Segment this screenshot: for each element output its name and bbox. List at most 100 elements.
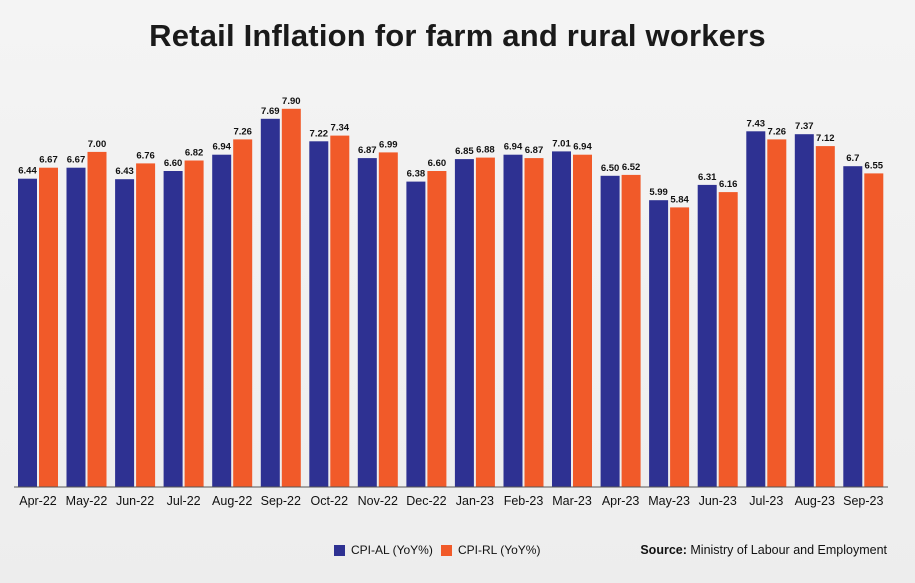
bar-cpi-al-may-23 bbox=[649, 200, 669, 487]
bar-chart: 6.446.67 6.677.006.436.766.606.826.947.26… bbox=[14, 96, 888, 508]
x-tick-label-feb-23: Feb-23 bbox=[504, 494, 544, 508]
bar-cpi-al-jul-23 bbox=[746, 131, 766, 488]
bar-cpi-al-may-22 bbox=[66, 167, 86, 487]
bar-cpi-rl-may-22 bbox=[87, 151, 107, 487]
value-label-cpi-rl-dec-22: 6.60 bbox=[428, 158, 447, 169]
bar-cpi-al-jan-23 bbox=[454, 159, 474, 487]
value-label-cpi-rl-feb-23: 6.87 bbox=[525, 145, 544, 156]
value-label-cpi-rl-sep-22: 7.90 bbox=[282, 96, 301, 107]
value-label-cpi-al-may-23: 5.99 bbox=[649, 187, 668, 198]
bar-cpi-al-feb-23 bbox=[503, 154, 523, 487]
chart-title: Retail Inflation for farm and rural work… bbox=[149, 18, 766, 53]
bar-cpi-rl-apr-23 bbox=[621, 174, 641, 487]
x-tick-label-oct-22: Oct-22 bbox=[311, 494, 349, 508]
x-tick-label-aug-23: Aug-23 bbox=[795, 494, 835, 508]
value-label-cpi-al-apr-23: 6.50 bbox=[601, 163, 620, 174]
value-label-cpi-al-sep-23: 6.7 bbox=[846, 153, 859, 164]
bar-cpi-al-sep-22 bbox=[260, 118, 280, 488]
value-label-cpi-rl-aug-22: 7.26 bbox=[233, 126, 252, 137]
bar-cpi-rl-jul-22 bbox=[184, 160, 204, 487]
bar-cpi-al-jul-22 bbox=[163, 171, 183, 487]
value-label-cpi-rl-apr-23: 6.52 bbox=[622, 162, 641, 173]
x-tick-label-dec-22: Dec-22 bbox=[406, 494, 446, 508]
bar-cpi-al-oct-22 bbox=[309, 141, 329, 488]
value-label-cpi-rl-mar-23: 6.94 bbox=[573, 142, 592, 153]
bar-cpi-al-dec-22 bbox=[406, 181, 426, 487]
x-tick-label-mar-23: Mar-23 bbox=[552, 494, 592, 508]
legend-swatch-cpi-al bbox=[334, 544, 345, 556]
value-label-cpi-al-jul-22: 6.60 bbox=[164, 158, 183, 169]
bar-cpi-rl-jan-23 bbox=[475, 157, 495, 487]
x-tick-label-jun-23: Jun-23 bbox=[699, 494, 737, 508]
bar-cpi-rl-dec-22 bbox=[427, 171, 447, 487]
value-label-cpi-rl-jun-22: 6.76 bbox=[136, 150, 155, 161]
bar-cpi-al-sep-23 bbox=[843, 166, 863, 487]
bar-cpi-al-mar-23 bbox=[552, 151, 571, 487]
value-label-cpi-rl-jul-23: 7.26 bbox=[768, 126, 787, 137]
bar-cpi-al-nov-22 bbox=[357, 158, 377, 487]
value-label-cpi-rl-jan-23: 6.88 bbox=[476, 145, 495, 156]
bar-cpi-al-apr-22 bbox=[18, 178, 37, 487]
value-label-cpi-rl-apr-22: 6.67 bbox=[39, 155, 58, 166]
value-label-cpi-al-apr-22: 6.44 bbox=[18, 166, 37, 177]
value-label-cpi-rl-nov-22: 6.99 bbox=[379, 139, 398, 150]
value-label-cpi-al-may-22: 6.67 bbox=[67, 155, 86, 166]
value-label-cpi-rl-sep-23: 6.55 bbox=[865, 160, 884, 171]
bar-cpi-rl-oct-22 bbox=[330, 135, 350, 487]
legend-swatch-cpi-rl bbox=[441, 544, 452, 556]
legend-label-cpi-al: CPI-AL (YoY%) bbox=[351, 543, 433, 557]
bar-cpi-rl-jul-23 bbox=[767, 139, 787, 487]
bar-cpi-al-aug-23 bbox=[794, 134, 814, 487]
value-label-cpi-rl-jun-23: 6.16 bbox=[719, 179, 738, 190]
x-tick-label-apr-23: Apr-23 bbox=[602, 494, 640, 508]
value-label-cpi-al-oct-22: 7.22 bbox=[310, 128, 329, 139]
x-tick-label-nov-22: Nov-22 bbox=[358, 494, 398, 508]
x-tick-label-jul-23: Jul-23 bbox=[749, 494, 783, 508]
x-tick-label-jul-22: Jul-22 bbox=[167, 494, 201, 508]
value-label-cpi-al-nov-22: 6.87 bbox=[358, 145, 377, 156]
bar-cpi-rl-mar-23 bbox=[573, 154, 592, 487]
bar-cpi-rl-apr-22 bbox=[39, 167, 58, 487]
x-tick-label-aug-22: Aug-22 bbox=[212, 494, 252, 508]
source-label: Source: bbox=[640, 543, 687, 557]
value-label-cpi-al-jun-23: 6.31 bbox=[698, 172, 717, 183]
value-label-cpi-rl-aug-23: 7.12 bbox=[816, 133, 835, 144]
bar-cpi-rl-may-23 bbox=[670, 207, 690, 487]
value-label-cpi-al-jun-22: 6.43 bbox=[115, 166, 134, 177]
bar-cpi-rl-aug-23 bbox=[815, 146, 835, 487]
bar-cpi-rl-nov-22 bbox=[378, 152, 398, 487]
value-label-cpi-al-jul-23: 7.43 bbox=[747, 118, 766, 129]
value-label-cpi-al-aug-22: 6.94 bbox=[212, 142, 231, 153]
value-label-cpi-rl-may-23: 5.84 bbox=[670, 194, 689, 205]
x-tick-label-apr-22: Apr-22 bbox=[19, 494, 57, 508]
x-tick-label-jan-23: Jan-23 bbox=[456, 494, 494, 508]
bar-cpi-rl-feb-23 bbox=[524, 158, 544, 487]
bar-cpi-al-jun-23 bbox=[697, 184, 717, 487]
x-tick-label-may-22: May-22 bbox=[66, 494, 108, 508]
value-label-cpi-al-feb-23: 6.94 bbox=[504, 142, 523, 153]
bar-cpi-al-jun-22 bbox=[115, 179, 135, 487]
bar-cpi-rl-jun-22 bbox=[136, 163, 156, 487]
source-note: Source: Ministry of Labour and Employmen… bbox=[640, 543, 887, 557]
value-label-cpi-al-jan-23: 6.85 bbox=[455, 146, 474, 157]
value-label-cpi-rl-jul-22: 6.82 bbox=[185, 148, 204, 159]
value-label-cpi-rl-may-22: 7.00 bbox=[88, 139, 107, 150]
value-label-cpi-al-sep-22: 7.69 bbox=[261, 106, 280, 117]
bar-cpi-rl-sep-23 bbox=[864, 173, 884, 487]
legend-item-cpi-al: CPI-AL (YoY%) bbox=[334, 543, 433, 557]
legend-item-cpi-rl: CPI-RL (YoY%) bbox=[441, 543, 540, 557]
legend-label-cpi-rl: CPI-RL (YoY%) bbox=[458, 543, 541, 557]
bar-cpi-al-apr-23 bbox=[600, 175, 620, 488]
bar-cpi-al-aug-22 bbox=[212, 154, 232, 487]
x-tick-labels-layer: Apr-22 May-22 Jun-22 Jul-22 Aug-22 Sep-22 Oct-… bbox=[19, 494, 883, 508]
value-labels-layer: 6.446.67 6.677.006.436.766.606.826.947.26… bbox=[18, 96, 884, 206]
value-label-cpi-al-dec-22: 6.38 bbox=[407, 169, 426, 180]
value-label-cpi-rl-oct-22: 7.34 bbox=[331, 123, 350, 134]
legend: CPI-AL (YoY%) CPI-RL (YoY%) Source: Mini… bbox=[0, 543, 915, 563]
bar-cpi-rl-sep-22 bbox=[281, 108, 301, 488]
source-text: Ministry of Labour and Employment bbox=[690, 543, 887, 557]
x-tick-label-may-23: May-23 bbox=[648, 494, 690, 508]
bar-cpi-rl-aug-22 bbox=[233, 139, 253, 487]
bar-cpi-rl-jun-23 bbox=[718, 192, 738, 487]
